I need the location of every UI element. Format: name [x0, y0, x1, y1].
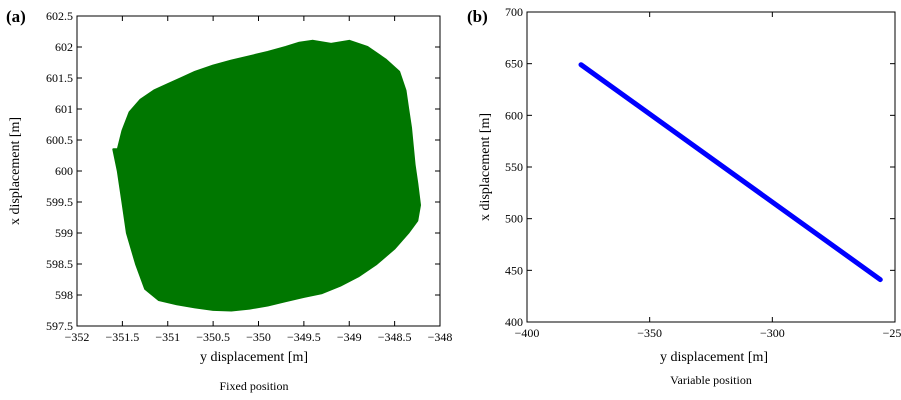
- y-tick-label: 650: [505, 57, 523, 71]
- chart-fixed-position: (a) −352 −351.5 −351 −350.5 −350 −349.5 −349 −3…: [6, 7, 452, 393]
- x-tick-label: −350: [246, 330, 271, 344]
- y-tick-label: 600.5: [46, 133, 73, 147]
- y-tick-label: 700: [505, 5, 523, 19]
- ticks: −352 −351.5 −351 −350.5 −350 −349.5 −349 −348.5…: [46, 9, 452, 344]
- x-axis-label: y displacement [m]: [200, 350, 308, 365]
- y-tick-label: 500: [505, 212, 523, 226]
- chart-variable-position: (b) −400 −350 −300 −250 400 450 500 550 600 650 70…: [467, 5, 901, 387]
- trajectory-area: [112, 39, 421, 312]
- plot-area: [578, 62, 883, 283]
- y-tick-label: 550: [505, 160, 523, 174]
- y-tick-label: 598.5: [46, 257, 73, 271]
- x-tick-label: −400: [515, 326, 540, 340]
- axes-frame: [526, 11, 896, 323]
- y-tick-label: 599: [55, 226, 73, 240]
- y-tick-label: 600: [55, 164, 73, 178]
- y-tick-label: 602: [55, 40, 73, 54]
- y-tick-label: 400: [505, 315, 523, 329]
- y-tick-label: 597.5: [46, 319, 73, 333]
- x-tick-label: −350.5: [196, 330, 230, 344]
- trajectory-line: [578, 62, 883, 283]
- chart-caption: Variable position: [670, 373, 752, 387]
- chart-caption: Fixed position: [219, 379, 288, 393]
- y-tick-label: 601: [55, 102, 73, 116]
- y-tick-label: 599.5: [46, 195, 73, 209]
- y-tick-label: 600: [505, 108, 523, 122]
- x-tick-label: −348.5: [378, 330, 412, 344]
- y-tick-label: 450: [505, 263, 523, 277]
- panel-label: (a): [6, 7, 26, 26]
- x-tick-label: −349.5: [287, 330, 321, 344]
- y-tick-label: 598: [55, 288, 73, 302]
- x-tick-label: −349: [337, 330, 362, 344]
- ticks: −400 −350 −300 −250 400 450 500 550 600 650 700: [505, 5, 901, 340]
- panel-label: (b): [467, 7, 488, 26]
- x-tick-label: −300: [760, 326, 785, 340]
- y-axis-label: x displacement [m]: [478, 113, 493, 221]
- y-tick-label: 601.5: [46, 71, 73, 85]
- x-tick-label: −348: [428, 330, 453, 344]
- x-axis-label: y displacement [m]: [660, 350, 768, 365]
- y-axis-label: x displacement [m]: [8, 117, 23, 225]
- y-tick-label: 602.5: [46, 9, 73, 23]
- x-tick-label: −250: [883, 326, 901, 340]
- x-tick-label: −352: [65, 330, 90, 344]
- x-tick-label: −350: [637, 326, 662, 340]
- plot-area: [112, 39, 421, 312]
- x-tick-label: −351: [155, 330, 180, 344]
- x-tick-label: −351.5: [105, 330, 139, 344]
